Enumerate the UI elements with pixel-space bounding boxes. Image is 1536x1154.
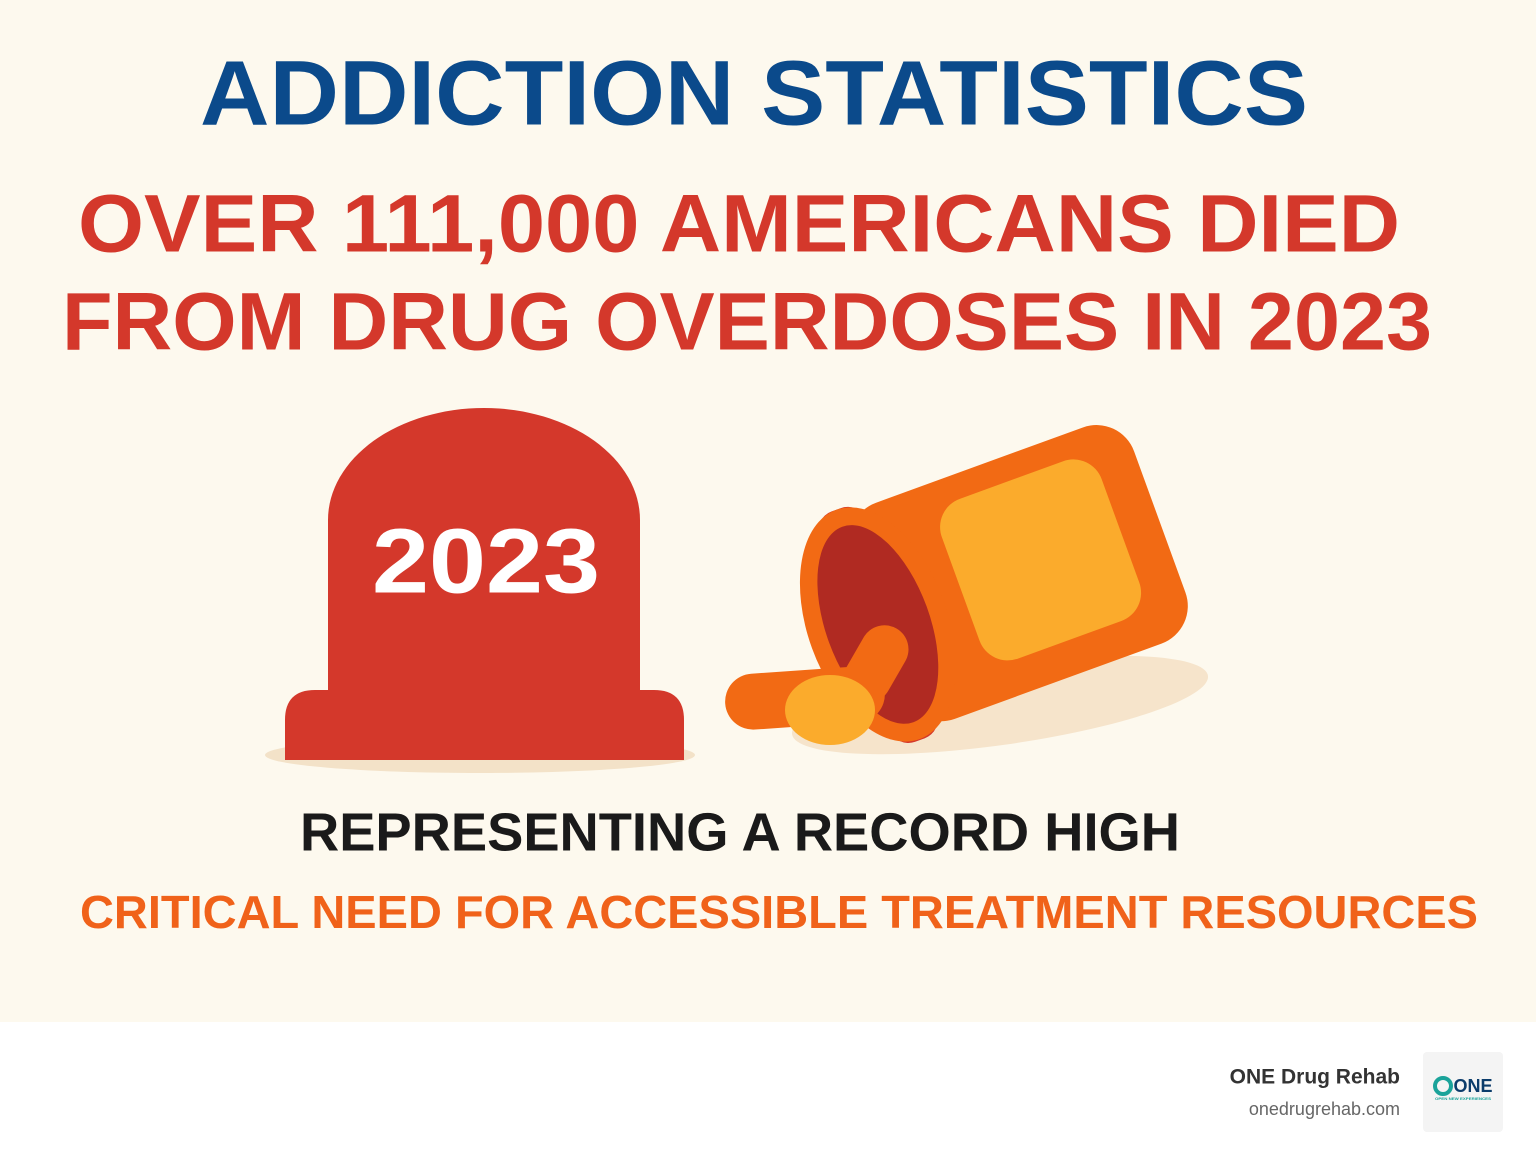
brand-url[interactable]: onedrugrehab.com (1249, 1099, 1400, 1119)
headline-line: OVER 111,000 AMERICANS DIED (78, 179, 1400, 270)
background (0, 0, 1536, 1022)
tombstone: 2023 (265, 408, 695, 773)
logo-text: ONE (1453, 1076, 1492, 1096)
logo-tagline: OPEN NEW EXPERIENCES (1435, 1096, 1491, 1101)
title: ADDICTION STATISTICS (200, 42, 1308, 144)
callout: CRITICAL NEED FOR ACCESSIBLE TREATMENT R… (80, 886, 1478, 938)
footer-background (0, 1022, 1536, 1154)
pill-bottle (725, 425, 1209, 755)
subheadline: REPRESENTING A RECORD HIGH (300, 802, 1180, 862)
headline-line: FROM DRUG OVERDOSES IN 2023 (62, 277, 1432, 368)
brand-name: ONE Drug Rehab (1230, 1066, 1400, 1089)
logo: ONE OPEN NEW EXPERIENCES (1423, 1052, 1503, 1132)
tombstone-label: 2023 (372, 510, 600, 612)
